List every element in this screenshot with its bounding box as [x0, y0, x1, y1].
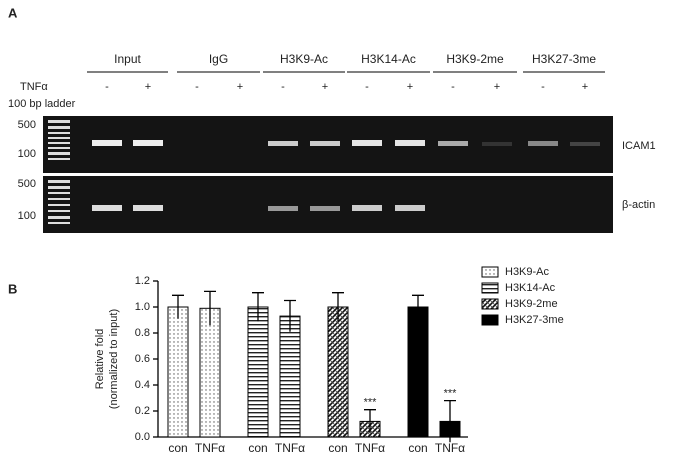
- x-tick-label: con: [328, 441, 347, 455]
- legend-label: H3K27-3me: [505, 314, 564, 326]
- error-bar: [284, 299, 296, 332]
- panel-label: B: [8, 281, 17, 296]
- ladder-label: 100 bp ladder: [8, 98, 76, 110]
- treatment: +: [322, 81, 328, 93]
- column-header: H3K14-Ac: [361, 52, 416, 66]
- y-tick-label: 0.4: [135, 379, 150, 391]
- x-tick-label: TNFα: [275, 441, 305, 455]
- treatment: -: [281, 81, 285, 93]
- legend-label: H3K9-Ac: [505, 266, 550, 278]
- x-tick-label: con: [168, 441, 187, 455]
- column-header: H3K27-3me: [532, 52, 596, 66]
- y-tick-label: 1.0: [135, 301, 150, 313]
- panel-label: A: [8, 5, 18, 20]
- bar: [247, 306, 269, 438]
- legend-swatch: [481, 314, 499, 326]
- treatment: +: [145, 81, 151, 93]
- error-bar: [204, 290, 216, 326]
- error-bar: [444, 399, 456, 443]
- treatment: -: [105, 81, 109, 93]
- column-header: H3K9-2me: [446, 52, 504, 66]
- x-tick-label: con: [248, 441, 267, 455]
- error-bar: [172, 294, 184, 319]
- marker-label: 100: [18, 148, 36, 160]
- bar: [327, 306, 349, 438]
- y-tick-label: 0.2: [135, 405, 150, 417]
- y-tick-label: 0.6: [135, 353, 150, 365]
- legend-swatch: [481, 266, 499, 278]
- treatment: +: [237, 81, 243, 93]
- bar: [279, 315, 301, 438]
- error-bar: [252, 292, 264, 322]
- y-axis-label: Relative fold: [94, 329, 106, 390]
- gel: [43, 176, 613, 233]
- bar: [407, 306, 429, 438]
- column-header: H3K9-Ac: [280, 52, 328, 66]
- marker-label: 100: [18, 210, 36, 222]
- x-tick-label: TNFα: [195, 441, 225, 455]
- gene-label: ICAM1: [622, 140, 656, 152]
- legend-label: H3K14-Ac: [505, 282, 556, 294]
- treatment: -: [541, 81, 545, 93]
- y-tick-label: 1.2: [135, 275, 150, 287]
- y-tick-label: 0.8: [135, 327, 150, 339]
- ladder: [48, 120, 70, 224]
- legend-label: H3K9-2me: [505, 298, 558, 310]
- significance: ***: [364, 397, 378, 409]
- significance: ***: [444, 388, 458, 400]
- legend-swatch: [481, 298, 499, 310]
- gene-label: β-actin: [622, 199, 655, 211]
- y-axis-label: (normalized to input): [108, 309, 120, 409]
- treatment-label: TNFα: [20, 81, 48, 93]
- x-tick-label: TNFα: [435, 441, 465, 455]
- treatment: +: [582, 81, 588, 93]
- treatment: +: [407, 81, 413, 93]
- column-header: IgG: [209, 52, 228, 66]
- marker-label: 500: [18, 119, 36, 131]
- bands: [92, 140, 600, 211]
- x-tick-label: con: [408, 441, 427, 455]
- treatment: +: [494, 81, 500, 93]
- column-header: Input: [114, 52, 141, 66]
- treatment: -: [195, 81, 199, 93]
- gels: [43, 116, 613, 233]
- bar: [167, 306, 189, 438]
- bar: [199, 307, 221, 438]
- error-bar: [412, 294, 424, 319]
- y-tick-label: 0.0: [135, 431, 150, 443]
- error-bar: [332, 292, 344, 322]
- treatment: -: [365, 81, 369, 93]
- treatment: -: [451, 81, 455, 93]
- legend-swatch: [481, 282, 499, 294]
- x-tick-label: TNFα: [355, 441, 385, 455]
- error-bar: [364, 409, 376, 434]
- marker-label: 500: [18, 178, 36, 190]
